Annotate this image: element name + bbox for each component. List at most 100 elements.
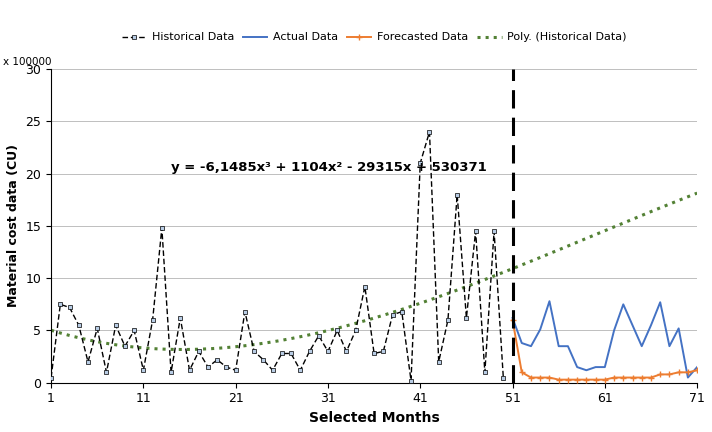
Actual Data [656,300,664,305]
Historical Data [222,365,231,370]
Poly. (Historical Data) [178,347,187,352]
Historical Data [462,315,471,321]
Forecasted Data [545,375,554,380]
Poly. (Historical Data) [693,191,701,196]
Historical Data [185,368,194,373]
Historical Data [278,351,286,356]
Poly. (Historical Data) [455,287,464,292]
Actual Data [527,343,535,349]
Historical Data [56,302,65,307]
Forecasted Data [600,377,609,382]
Actual Data [573,365,582,370]
Forecasted Data [573,377,582,382]
Forecasted Data [628,375,637,380]
Line: Actual Data: Actual Data [513,301,697,378]
Historical Data [370,351,378,356]
Poly. (Historical Data) [125,344,133,349]
Historical Data [47,375,56,380]
Actual Data [545,299,554,304]
Line: Forecasted Data: Forecasted Data [510,317,700,382]
Historical Data [231,368,240,373]
Y-axis label: Material cost data (CU): Material cost data (CU) [7,144,20,308]
Historical Data [287,351,295,356]
Actual Data [508,315,517,321]
Text: y = -6,1485x³ + 1104x² - 29315x + 530371: y = -6,1485x³ + 1104x² - 29315x + 530371 [171,162,486,175]
Legend: Historical Data, Actual Data, Forecasted Data, Poly. (Historical Data): Historical Data, Actual Data, Forecasted… [118,29,630,46]
Historical Data [425,129,434,134]
Historical Data [111,323,120,328]
Historical Data [352,328,360,333]
Historical Data [481,370,489,375]
Historical Data [490,229,498,234]
Poly. (Historical Data) [515,264,523,269]
Historical Data [342,349,351,354]
Historical Data [241,309,249,314]
Historical Data [453,192,461,197]
Historical Data [66,305,74,310]
Line: Historical Data: Historical Data [48,129,506,383]
Historical Data [379,349,387,354]
Forecasted Data [656,372,664,377]
Historical Data [324,349,333,354]
Actual Data [592,365,600,370]
Actual Data [609,328,618,333]
Forecasted Data [592,377,600,382]
Historical Data [139,368,147,373]
Historical Data [315,333,323,338]
Actual Data [684,375,692,380]
Actual Data [536,327,545,332]
Forecasted Data [555,377,563,382]
Forecasted Data [693,368,701,373]
Poly. (Historical Data) [518,262,527,267]
Text: x 100000: x 100000 [3,57,51,67]
Actual Data [628,323,637,328]
Historical Data [259,357,268,362]
Actual Data [693,365,701,370]
Historical Data [471,229,480,234]
Forecasted Data [518,370,526,375]
Forecasted Data [564,377,572,382]
Actual Data [674,326,683,331]
Historical Data [434,359,443,365]
Forecasted Data [665,372,674,377]
Historical Data [499,375,508,380]
Forecasted Data [684,370,692,375]
Historical Data [167,370,175,375]
Historical Data [407,378,415,383]
Historical Data [305,349,314,354]
Forecasted Data [527,375,535,380]
Historical Data [388,312,397,318]
Historical Data [204,365,212,370]
Historical Data [444,318,452,323]
Actual Data [637,343,646,349]
Line: Poly. (Historical Data): Poly. (Historical Data) [51,193,697,349]
Historical Data [93,326,102,331]
Forecasted Data [609,375,618,380]
Historical Data [84,359,93,365]
Forecasted Data [582,377,591,382]
Forecasted Data [646,375,655,380]
Forecasted Data [619,375,627,380]
Forecasted Data [536,375,545,380]
Historical Data [268,368,277,373]
Historical Data [296,368,305,373]
Historical Data [416,161,424,166]
Historical Data [103,370,111,375]
Historical Data [397,309,406,314]
Actual Data [665,343,674,349]
Forecasted Data [674,370,683,375]
Historical Data [194,349,203,354]
Historical Data [130,328,138,333]
Historical Data [176,315,184,321]
Poly. (Historical Data) [47,328,56,333]
Historical Data [333,328,342,333]
Historical Data [250,349,258,354]
X-axis label: Selected Months: Selected Months [309,411,439,425]
Actual Data [582,368,591,373]
Historical Data [148,318,157,323]
Actual Data [646,323,655,328]
Actual Data [518,340,526,346]
Actual Data [600,365,609,370]
Historical Data [75,323,83,328]
Actual Data [564,343,572,349]
